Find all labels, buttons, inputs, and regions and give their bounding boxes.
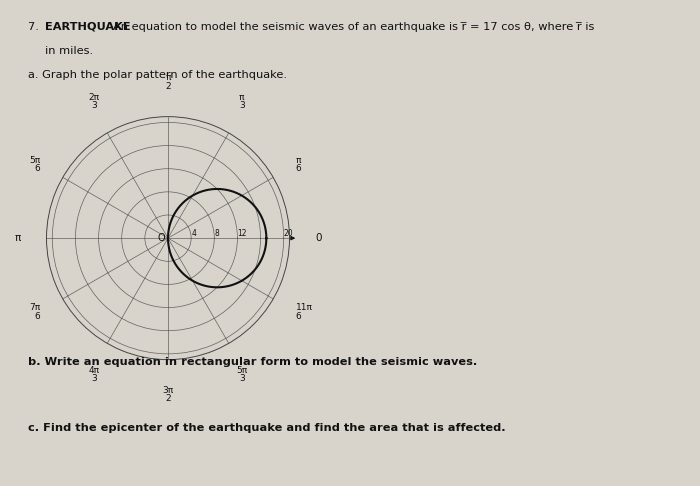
Text: π
2: π 2 <box>165 73 171 90</box>
Text: π
6: π 6 <box>296 156 302 173</box>
Text: 3π
2: 3π 2 <box>162 386 174 403</box>
Text: in miles.: in miles. <box>45 46 93 56</box>
Text: 11π
6: 11π 6 <box>296 303 313 321</box>
Text: c. Find the epicenter of the earthquake and find the area that is affected.: c. Find the epicenter of the earthquake … <box>28 423 505 433</box>
Text: 2π
3: 2π 3 <box>89 93 100 110</box>
Text: 7.: 7. <box>28 22 43 32</box>
Text: π: π <box>14 233 20 243</box>
Text: π
3: π 3 <box>239 93 244 110</box>
Text: 7π
6: 7π 6 <box>29 303 40 321</box>
Text: An equation to model the seismic waves of an earthquake is r̅ = 17 cos θ, where : An equation to model the seismic waves o… <box>113 22 595 32</box>
Text: 5π
3: 5π 3 <box>236 366 247 383</box>
Text: b. Write an equation in rectangular form to model the seismic waves.: b. Write an equation in rectangular form… <box>28 357 477 367</box>
Text: 0: 0 <box>316 233 322 243</box>
Text: 4π
3: 4π 3 <box>89 366 100 383</box>
Text: EARTHQUAKE: EARTHQUAKE <box>45 22 130 32</box>
Text: a. Graph the polar pattern of the earthquake.: a. Graph the polar pattern of the earthq… <box>28 70 287 81</box>
Text: O: O <box>158 233 165 243</box>
Text: 5π
6: 5π 6 <box>29 156 40 173</box>
